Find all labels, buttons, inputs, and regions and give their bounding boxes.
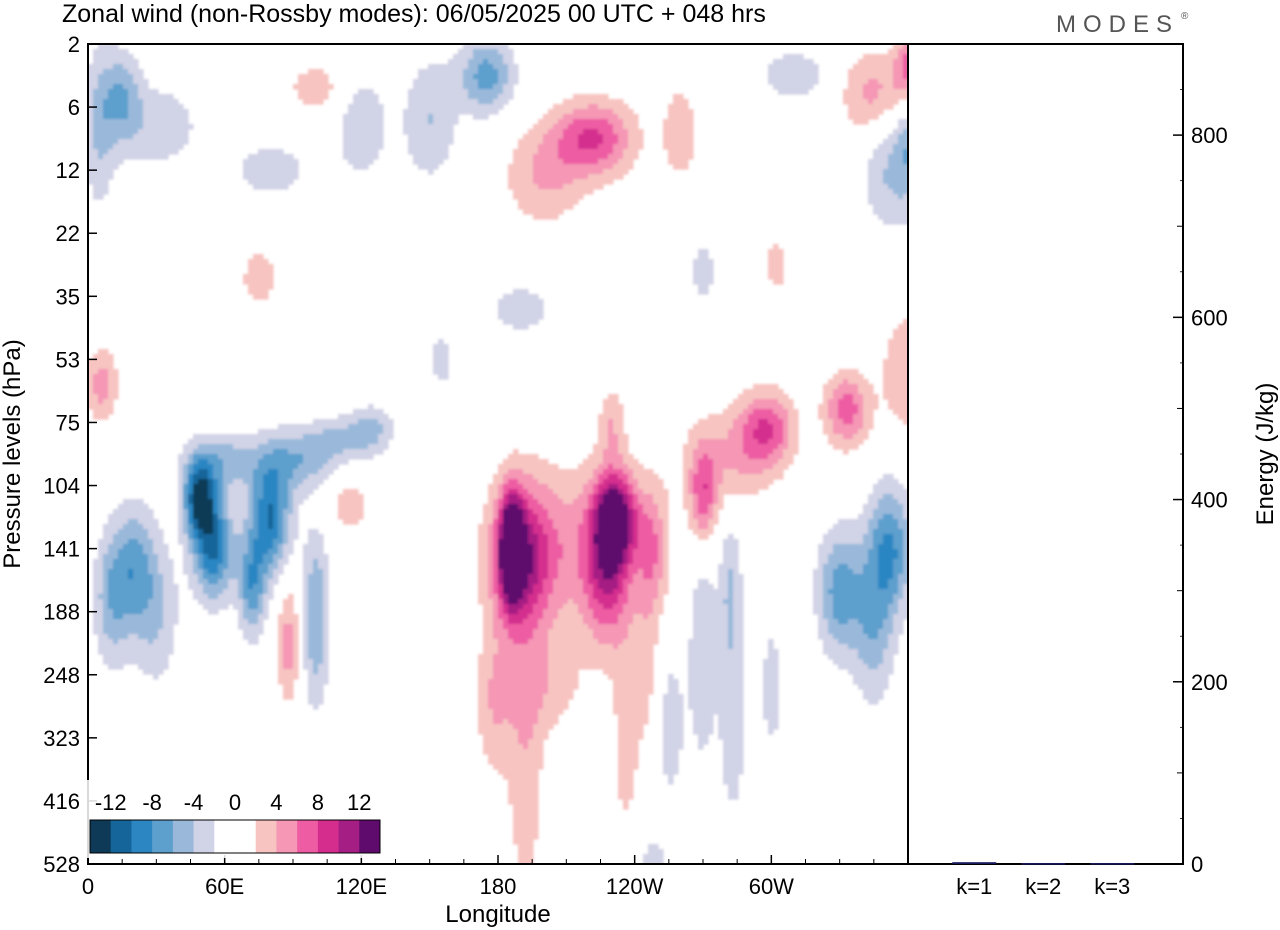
- y-tick-label: 6: [68, 95, 80, 120]
- colorbar-label: -8: [142, 790, 162, 815]
- energy-tick-label: 400: [1191, 488, 1228, 513]
- colorbar-label: -4: [184, 790, 204, 815]
- colorbar-label: 4: [270, 790, 282, 815]
- heatmap-field: [88, 44, 908, 864]
- colorbar-swatch: [317, 820, 340, 853]
- colorbar-swatch: [152, 820, 174, 853]
- y-tick-label: 35: [56, 284, 80, 309]
- y-tick-label: 2: [68, 32, 80, 57]
- energy-category-label: k=2: [1025, 874, 1061, 899]
- colorbar-swatch: [214, 820, 236, 853]
- energy-category-label: k=3: [1094, 874, 1130, 899]
- x-tick-label: 60E: [205, 874, 244, 899]
- colorbar: -12 -8 -4 0 4 8 12: [87, 780, 383, 858]
- colorbar-swatch: [276, 820, 298, 853]
- x-axis-label: Longitude: [445, 901, 550, 928]
- energy-bar: [952, 862, 997, 864]
- colorbar-swatch: [90, 820, 112, 853]
- y-tick-label: 416: [43, 789, 80, 814]
- y-tick-label: 53: [56, 347, 80, 372]
- energy-bar: [1090, 863, 1135, 865]
- y-tick-label: 12: [56, 158, 80, 183]
- colorbar-label: 12: [347, 790, 371, 815]
- colorbar-swatch: [193, 820, 215, 853]
- y-tick-label: 248: [43, 663, 80, 688]
- energy-axis-label: Energy (J/kg): [1252, 383, 1279, 526]
- energy-panel-frame: [907, 43, 1184, 865]
- colorbar-swatch: [359, 820, 381, 853]
- colorbar-swatch: [338, 820, 360, 853]
- y-tick-label: 141: [43, 537, 80, 562]
- colorbar-swatch: [297, 820, 319, 853]
- energy-category-label: k=1: [956, 874, 992, 899]
- x-tick-label: 120W: [606, 874, 664, 899]
- colorbar-label: -12: [95, 790, 127, 815]
- x-tick-label: 0: [82, 874, 94, 899]
- colorbar-swatch: [255, 820, 277, 853]
- energy-bar: [1021, 863, 1066, 865]
- energy-tick-label: 200: [1191, 670, 1228, 695]
- colorbar-swatch: [110, 820, 132, 853]
- y-tick-label: 188: [43, 600, 80, 625]
- x-tick-label: 180: [480, 874, 517, 899]
- energy-tick-label: 800: [1191, 123, 1228, 148]
- x-tick-label: 60W: [749, 874, 794, 899]
- colorbar-label: 0: [229, 790, 241, 815]
- x-tick-label: 120E: [336, 874, 387, 899]
- y-tick-label: 75: [56, 410, 80, 435]
- logo-registered-mark: ®: [1181, 11, 1189, 22]
- modes-logo: MODES: [1056, 11, 1179, 38]
- colorbar-swatch: [131, 820, 153, 853]
- colorbar-label: 8: [312, 790, 324, 815]
- y-tick-label: 22: [56, 221, 80, 246]
- colorbar-swatch: [172, 820, 195, 853]
- energy-tick-label: 600: [1191, 305, 1228, 330]
- y-tick-label: 323: [43, 726, 80, 751]
- energy-bar-chart: 0 200 400 600 800 k=1 k=2 k=3: [952, 89, 1228, 899]
- y-tick-label: 104: [43, 474, 80, 499]
- energy-tick-label: 0: [1191, 852, 1203, 877]
- y-axis-label: Pressure levels (hPa): [0, 339, 26, 568]
- y-tick-label: 528: [43, 852, 80, 877]
- colorbar-swatch: [235, 820, 257, 853]
- chart-title: Zonal wind (non-Rossby modes): 06/05/202…: [62, 0, 766, 28]
